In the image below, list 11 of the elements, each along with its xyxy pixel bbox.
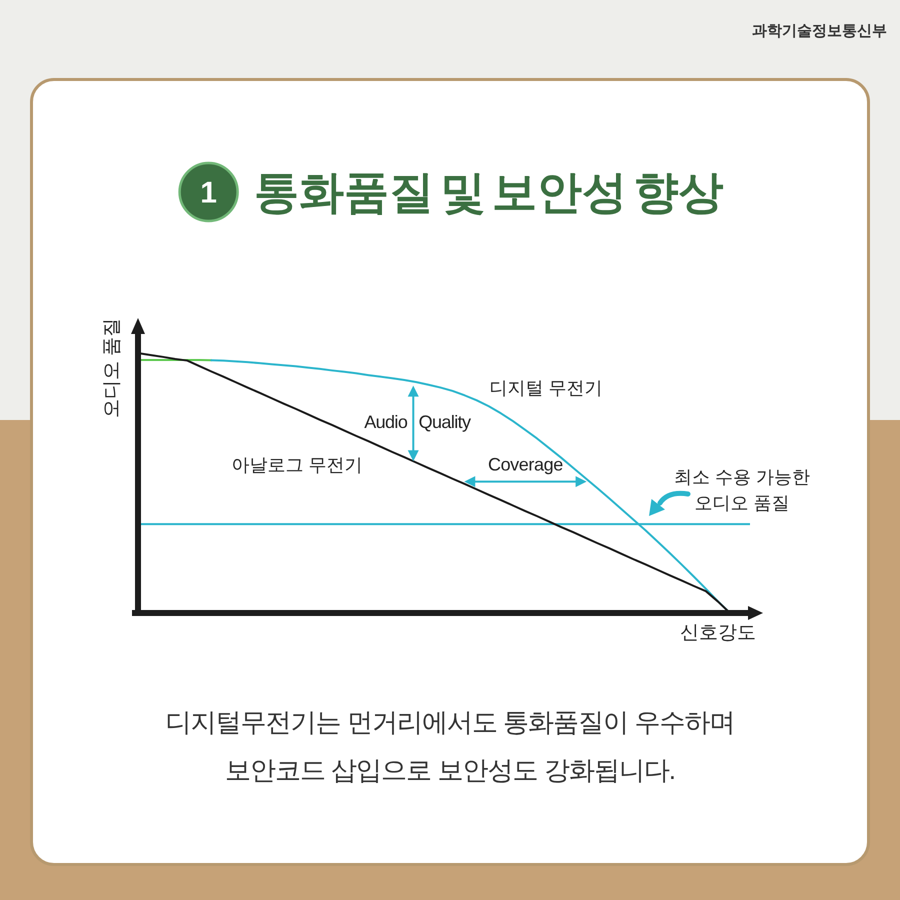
y-axis-title: 오디오 품질 (102, 318, 122, 418)
chart-title: 통화품질 및 보안성 향상 (254, 166, 724, 218)
series-label: 아날로그 무전기 (231, 455, 363, 475)
text: 1 (200, 176, 217, 210)
x-axis-title: 신호강도 (680, 622, 756, 644)
annotation: Audio Quality (364, 412, 472, 432)
series-label: 디지털 무전기 (489, 378, 603, 398)
text: 디지털무전기는 먼거리에서도 통화품질이 우수하며 보안코드 삽입으로 보안성도 강화됩니다. (166, 707, 734, 785)
ref-line-label: 최소 수용 가능한 오디오 품질 (674, 467, 810, 514)
text: 과학기술정보통신부 (752, 22, 887, 40)
annotation: Coverage (488, 454, 564, 475)
